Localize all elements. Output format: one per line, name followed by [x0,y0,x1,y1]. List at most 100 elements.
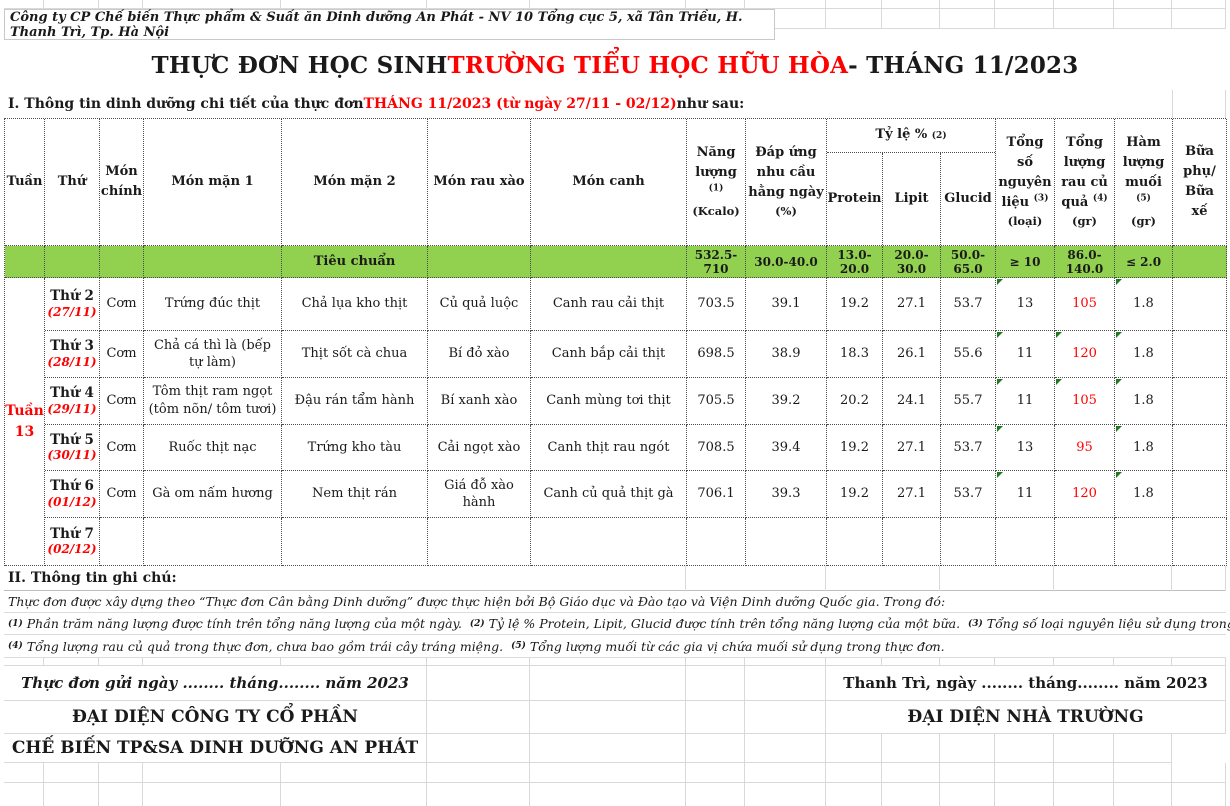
col-header-mon-canh: Món canh [531,119,687,246]
cell-kcal: 703.5 [687,278,746,331]
standard-row-cell [144,246,282,278]
standard-row-label: Tiêu chuẩn [282,246,428,278]
col-header-mon-man-2: Món mặn 2 [282,119,428,246]
standard-glucid: 50.0-65.0 [941,246,996,278]
cell-dap-ung: 38.9 [746,331,827,378]
section1-heading: I. Thông tin dinh dưỡng chi tiết của thự… [0,90,1230,118]
cell-day: Thứ 4 (29/11) [45,378,100,425]
footer-company-line2-row: CHẾ BIẾN TP&SA DINH DƯỠNG AN PHÁT [4,734,1226,763]
footer-date-row: Thực đơn gửi ngày ........ tháng........… [4,666,1226,701]
cell-kcal: 698.5 [687,331,746,378]
bottom-grid-row-1 [4,763,1226,783]
cell-canh: Canh củ quả thịt gà [531,471,687,518]
cell-rau: Bí đỏ xào [428,331,531,378]
comment-flag-icon [1056,332,1062,338]
bottom-grid-row-2 [4,783,1226,806]
note-line-3: (4) Tổng lượng rau củ quả trong thực đơn… [4,635,1226,658]
comment-flag-icon [997,426,1003,432]
standard-row-cell [5,246,45,278]
cell-dap-ung: 39.4 [746,425,827,471]
standard-nguyen-lieu: ≥ 10 [996,246,1055,278]
cell-muoi: 1.8 [1115,378,1173,425]
cell-dap-ung: 39.2 [746,378,827,425]
cell-kcal: 708.5 [687,425,746,471]
cell-nguyen-lieu: 13 [996,278,1055,331]
standard-row-cell [428,246,531,278]
section1-prefix: I. Thông tin dinh dưỡng chi tiết của thự… [8,96,364,112]
cell-protein: 19.2 [827,278,883,331]
cell-man2: Nem thịt rán [282,471,428,518]
col-header-glucid: Glucid [944,190,992,206]
cell-muoi: 1.8 [1115,425,1173,471]
cell-bua-phu [1173,278,1227,331]
cell-man1: Chả cá thì là (bếp tự làm) [144,331,282,378]
cell-lipit: 27.1 [883,278,941,331]
cell-mon-chinh [100,518,144,566]
cell-rau: Củ quả luộc [428,278,531,331]
cell-nguyen-lieu: 11 [996,471,1055,518]
col-header-rau-cu-qua: Tổng lượng rau củ quả (4) (gr) [1055,119,1115,246]
cell-canh: Canh thịt rau ngót [531,425,687,471]
cell-man2: Đậu rán tẩm hành [282,378,428,425]
col-header-mon-chinh: Món chính [100,119,144,246]
cell-canh: Canh rau cải thịt [531,278,687,331]
cell-nguyen-lieu: 13 [996,425,1055,471]
cell-bua-phu [1173,425,1227,471]
cell-rau-cu-qua: 120 [1055,331,1115,378]
comment-flag-icon [1116,426,1122,432]
cell-glucid [941,518,996,566]
info-right-grid-cell [1172,90,1226,118]
col-header-lipit: Lipit [883,153,941,245]
cell-man1: Gà om nấm hương [144,471,282,518]
col-header-protein: Protein [827,153,883,245]
comment-flag-icon [1116,472,1122,478]
cell-nguyen-lieu [996,518,1055,566]
comment-flag-icon [997,472,1003,478]
section1-month-range: THÁNG 11/2023 (từ ngày 27/11 - 02/12) [363,96,677,112]
company-right-grid [775,9,1226,29]
cell-protein: 19.2 [827,471,883,518]
cell-mon-chinh: Cơm [100,425,144,471]
cell-glucid: 53.7 [941,425,996,471]
cell-rau-cu-qua: 120 [1055,471,1115,518]
comment-flag-icon [1116,332,1122,338]
cell-dap-ung [746,518,827,566]
footer-grid-strip [4,658,1226,666]
cell-man1: Ruốc thịt nạc [144,425,282,471]
title-part2: - THÁNG 11/2023 [848,51,1079,79]
cell-rau-cu-qua: 105 [1055,378,1115,425]
cell-day: Thứ 7 (02/12) [45,518,100,566]
cell-canh: Canh bắp cải thịt [531,331,687,378]
note-line-1: Thực đơn được xây dựng theo “Thực đơn Câ… [4,591,1226,613]
cell-day: Thứ 5 (30/11) [45,425,100,471]
cell-rau: Giá đỗ xào hành [428,471,531,518]
standard-muoi: ≤ 2.0 [1115,246,1173,278]
company-name-cell: Công ty CP Chế biến Thực phẩm & Suất ăn … [4,9,775,40]
school-representative-label: ĐẠI DIỆN NHÀ TRƯỜNG [826,701,1226,734]
cell-bua-phu [1173,378,1227,425]
comment-flag-icon [997,332,1003,338]
col-header-mon-man-1: Món mặn 1 [144,119,282,246]
title-part1: THỰC ĐƠN HỌC SINH [151,51,448,79]
cell-mon-chinh: Cơm [100,378,144,425]
cell-bua-phu [1173,331,1227,378]
comment-flag-icon [1056,379,1062,385]
cell-glucid: 53.7 [941,471,996,518]
cell-rau-cu-qua: 105 [1055,278,1115,331]
standard-rau-cu-qua: 86.0-140.0 [1055,246,1115,278]
section2-right-grid [530,566,1226,591]
cell-bua-phu [1173,518,1227,566]
cell-man2 [282,518,428,566]
cell-protein: 20.2 [827,378,883,425]
cell-protein [827,518,883,566]
cell-day: Thứ 6 (01/12) [45,471,100,518]
standard-lipit: 20.0-30.0 [883,246,941,278]
cell-muoi: 1.8 [1115,331,1173,378]
cell-nguyen-lieu: 11 [996,378,1055,425]
col-header-tuan: Tuần [5,119,45,246]
cell-kcal [687,518,746,566]
col-header-ty-le-group: Tỷ lệ % (2) Protein Lipit Glucid [827,119,996,246]
cell-mon-chinh: Cơm [100,278,144,331]
cell-man2: Chả lụa kho thịt [282,278,428,331]
